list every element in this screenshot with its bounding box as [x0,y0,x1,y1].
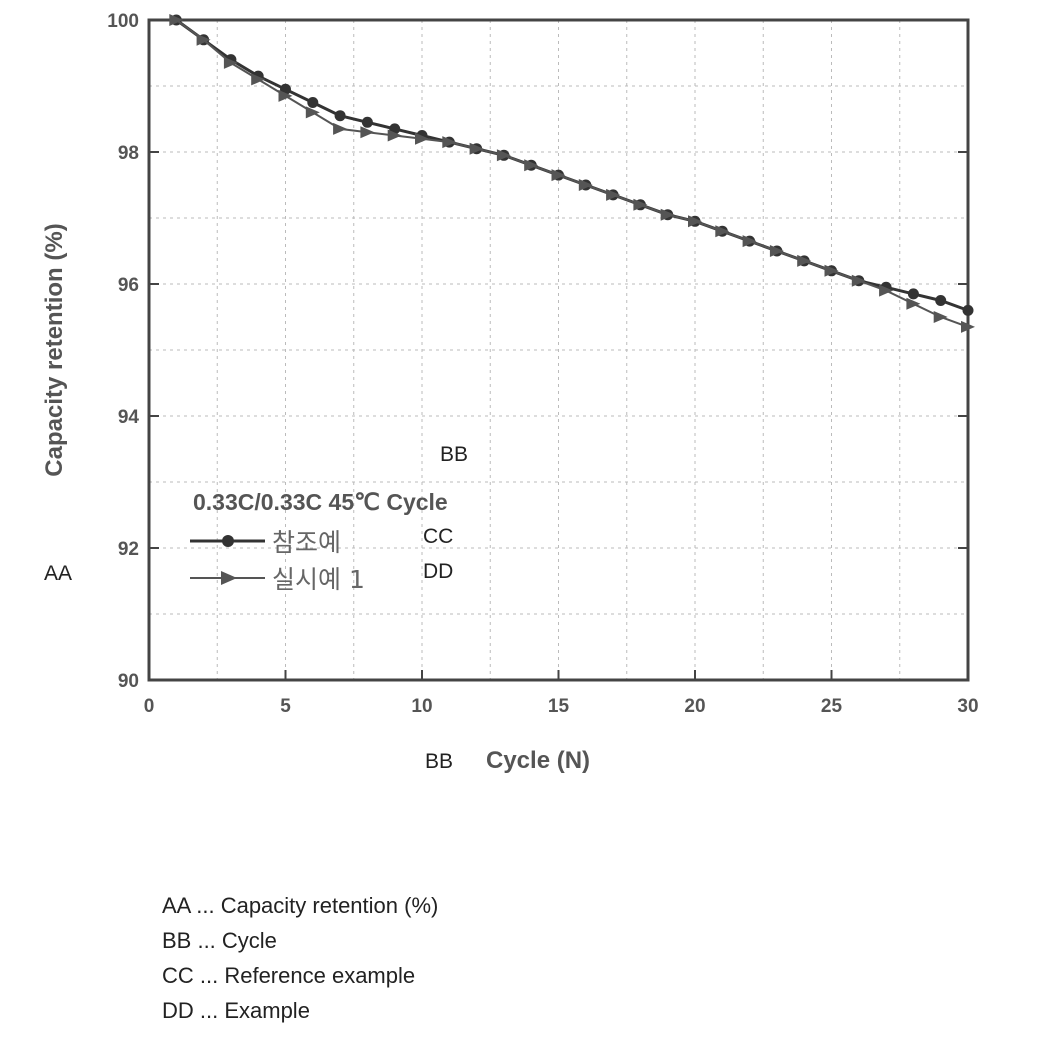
notes-list: AA ... Capacity retention (%) BB ... Cyc… [162,888,438,1028]
y-tick-label: 92 [118,539,139,560]
data-point [307,97,318,108]
x-tick-label: 10 [411,696,432,717]
data-point [963,305,974,316]
legend-title: 0.33C/0.33C 45℃ Cycle [193,489,448,515]
y-tick-label: 94 [118,407,140,428]
y-axis-title: Capacity retention (%) [41,223,68,476]
axis-ticks: 0 5 10 15 20 25 30 90 92 94 96 98 100 [107,11,978,717]
data-point [362,117,373,128]
x-axis-title: Cycle (N) [486,747,590,774]
label-dd: DD [423,560,453,583]
series-line [176,20,968,310]
note-cc: CC ... Reference example [162,958,438,993]
x-tick-label: 30 [957,696,978,717]
label-bb-plot: BB [440,443,468,466]
data-point [906,298,920,310]
note-dd: DD ... Example [162,993,438,1028]
x-tick-label: 25 [821,696,843,717]
label-aa: AA [44,562,72,585]
series-layer [169,14,975,333]
data-point [306,106,320,118]
legend-marker-example [221,571,237,585]
x-tick-label: 15 [548,696,570,717]
data-point [934,311,948,323]
label-bb-axis: BB [425,750,453,773]
legend-label-reference: 참조예 [272,528,341,557]
y-tick-label: 98 [118,143,139,164]
series-line [176,20,968,327]
label-cc: CC [423,525,453,548]
legend: 0.33C/0.33C 45℃ Cycle 참조예 실시예 1 [190,489,448,594]
x-tick-label: 0 [144,696,155,717]
data-point [360,126,374,138]
x-tick-label: 5 [280,696,291,717]
note-bb: BB ... Cycle [162,923,438,958]
data-point [335,110,346,121]
legend-label-example: 실시예 1 [272,565,365,594]
legend-marker-reference [222,535,234,547]
y-tick-label: 96 [118,275,139,296]
data-point [935,295,946,306]
x-tick-label: 20 [684,696,705,717]
data-point [333,123,347,135]
series-example [169,14,975,333]
data-point [908,288,919,299]
note-aa: AA ... Capacity retention (%) [162,888,438,923]
y-tick-label: 100 [107,11,139,32]
series-reference [171,15,974,316]
y-tick-label: 90 [118,671,139,692]
